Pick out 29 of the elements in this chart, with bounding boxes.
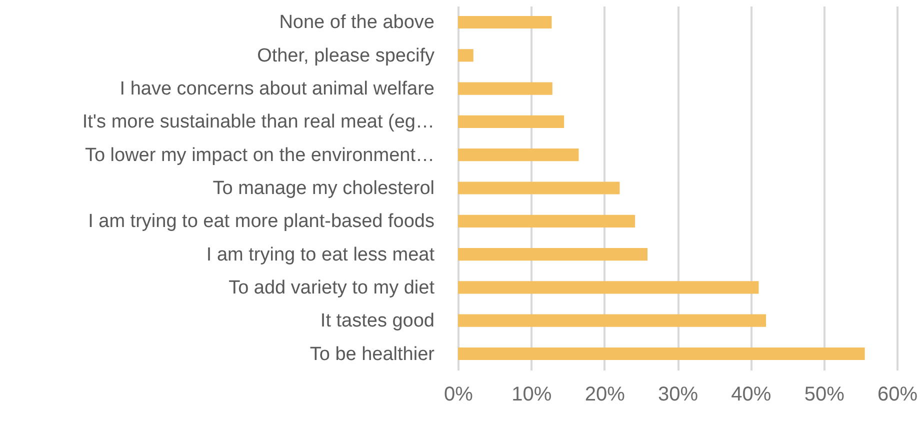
y-tick-label: It's more sustainable than real meat (eg… [82,112,434,133]
y-tick-label: Other, please specify [257,45,435,66]
bar [458,49,474,62]
y-tick-label: None of the above [279,12,434,34]
y-tick-label: I am trying to eat less meat [206,244,436,266]
bar [458,182,620,194]
bar [458,347,865,360]
x-tick-label: 0% [444,384,474,406]
bar [458,16,552,29]
bar [458,248,648,261]
bar [458,314,766,327]
bar [458,82,552,95]
y-tick-label: I have concerns about animal welfare [120,78,434,100]
y-tick-label: To manage my cholesterol [212,178,434,199]
y-tick-label: It tastes good [320,310,434,332]
y-tick-label: To lower my impact on the environment… [84,144,434,166]
x-tick-label: 30% [658,384,698,406]
bar [458,214,636,228]
x-tick-label: 10% [512,384,552,406]
y-tick-label: To be healthier [310,344,436,365]
bar [458,115,564,128]
bar [458,281,759,294]
bar [458,148,579,162]
x-tick-label: 50% [804,384,845,406]
x-tick-label: 40% [731,384,772,406]
y-tick-label: I am trying to eat more plant-based foods [88,211,434,232]
x-tick-label: 60% [877,384,918,406]
x-tick-label: 20% [584,384,626,406]
y-tick-label: To add variety to my diet [228,277,436,298]
